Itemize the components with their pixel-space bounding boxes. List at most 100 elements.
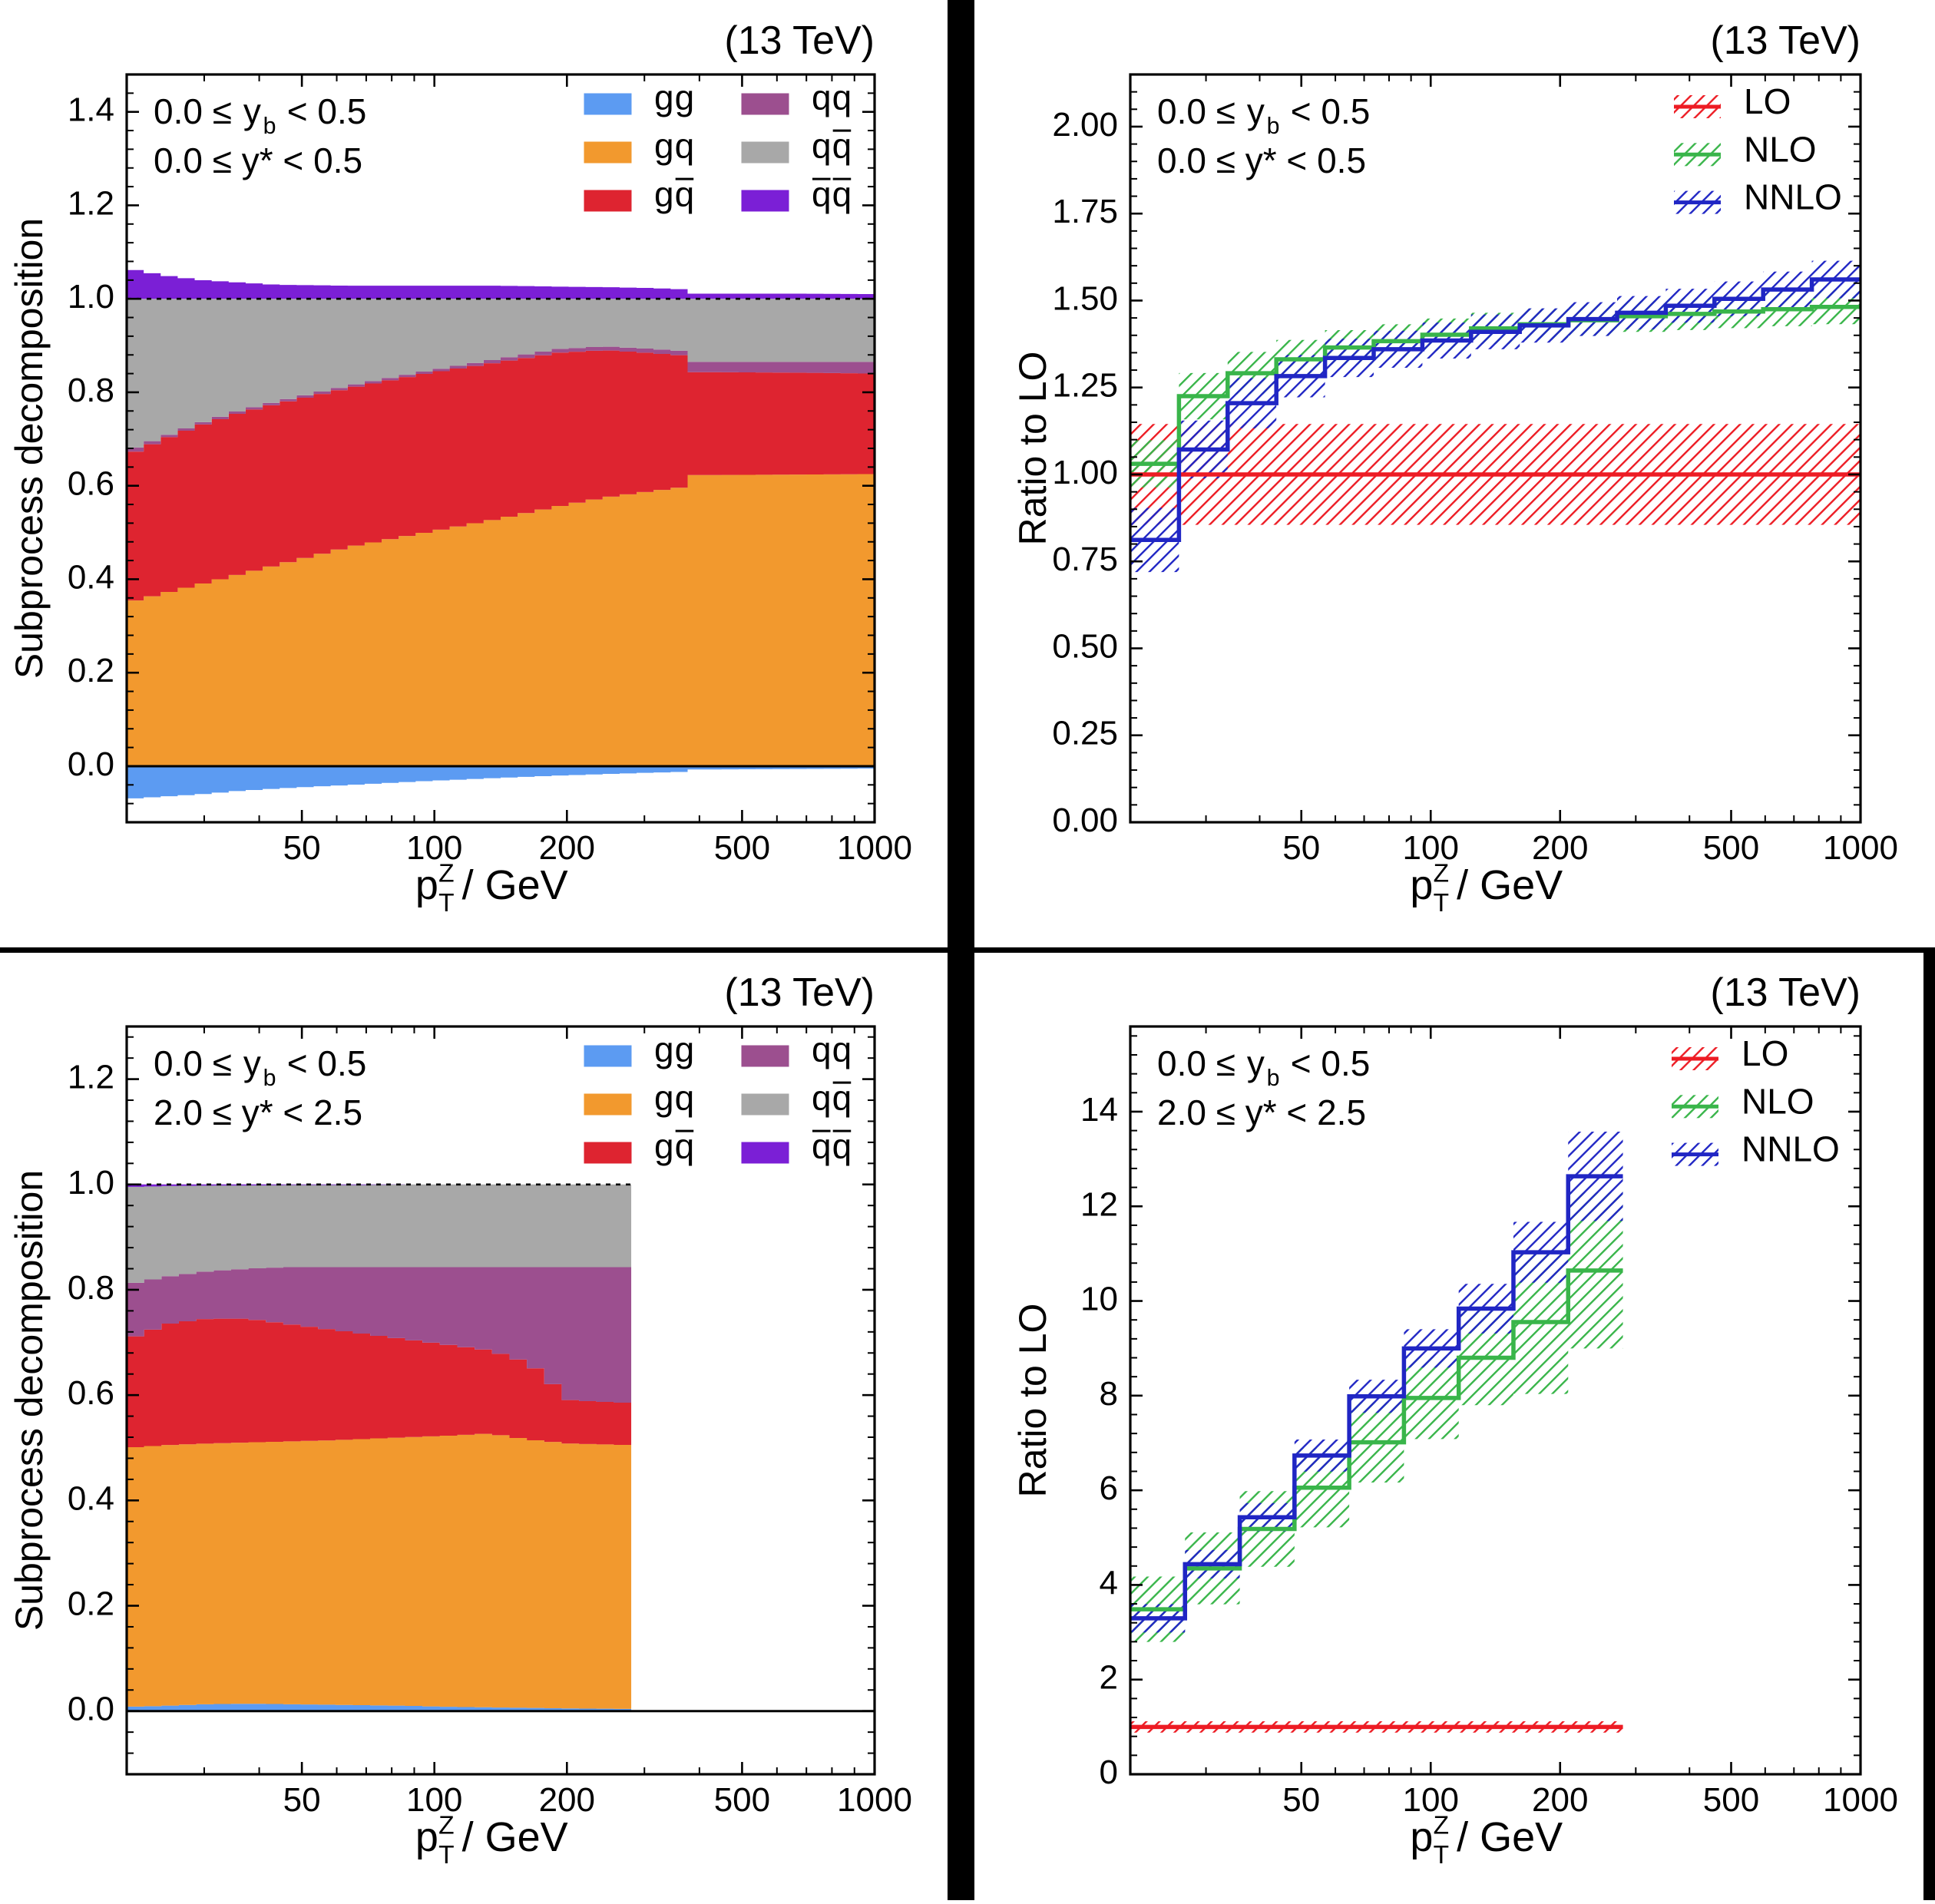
svg-text:y: y xyxy=(1247,1043,1265,1083)
svg-text:b: b xyxy=(263,1066,276,1091)
svg-text:b: b xyxy=(1267,114,1280,139)
svg-text:Z: Z xyxy=(1434,859,1449,888)
svg-text:q: q xyxy=(832,174,852,214)
svg-text:g: g xyxy=(675,78,695,117)
svg-text:0.8: 0.8 xyxy=(68,1269,114,1307)
svg-text:2.0 ≤ y* < 2.5: 2.0 ≤ y* < 2.5 xyxy=(154,1092,362,1132)
svg-text:0.0 ≤: 0.0 ≤ xyxy=(1157,1043,1245,1083)
svg-text:T: T xyxy=(438,889,454,917)
svg-text:g: g xyxy=(654,1126,674,1166)
svg-text:g: g xyxy=(675,1030,695,1069)
svg-text:0.6: 0.6 xyxy=(68,465,114,503)
svg-text:p: p xyxy=(415,1814,438,1860)
svg-text:y: y xyxy=(1247,91,1265,131)
svg-text:500: 500 xyxy=(1703,1781,1759,1819)
svg-text:100: 100 xyxy=(1403,829,1459,867)
svg-text:1.4: 1.4 xyxy=(68,91,114,129)
svg-text:0.0: 0.0 xyxy=(68,745,114,783)
svg-text:q: q xyxy=(812,1078,832,1118)
svg-text:< 0.5: < 0.5 xyxy=(1281,1043,1370,1083)
svg-text:/ GeV: / GeV xyxy=(1457,862,1563,908)
svg-text:10: 10 xyxy=(1080,1281,1118,1318)
svg-text:NLO: NLO xyxy=(1742,1081,1814,1121)
svg-text:1000: 1000 xyxy=(1823,829,1898,867)
svg-text:q: q xyxy=(832,78,852,117)
svg-text:1.0: 1.0 xyxy=(68,278,114,316)
svg-text:100: 100 xyxy=(1403,1781,1459,1819)
svg-text:0.2: 0.2 xyxy=(68,652,114,689)
svg-text:1.2: 1.2 xyxy=(68,184,114,222)
svg-text:T: T xyxy=(438,1841,454,1869)
svg-text:q: q xyxy=(812,1126,832,1166)
svg-text:0.8: 0.8 xyxy=(68,372,114,409)
svg-text:< 0.5: < 0.5 xyxy=(277,91,366,131)
svg-text:50: 50 xyxy=(283,1781,321,1819)
svg-text:1.00: 1.00 xyxy=(1052,454,1118,491)
svg-text:q: q xyxy=(812,174,832,214)
svg-text:500: 500 xyxy=(714,829,770,867)
svg-text:q: q xyxy=(675,126,695,166)
svg-text:200: 200 xyxy=(1532,1781,1588,1819)
svg-text:0.25: 0.25 xyxy=(1052,715,1118,752)
svg-text:(13 TeV): (13 TeV) xyxy=(724,970,875,1015)
svg-text:1.2: 1.2 xyxy=(68,1059,114,1096)
svg-text:1.0: 1.0 xyxy=(68,1164,114,1202)
svg-text:12: 12 xyxy=(1080,1185,1118,1223)
svg-text:0.0 ≤: 0.0 ≤ xyxy=(154,91,242,131)
svg-text:500: 500 xyxy=(714,1781,770,1819)
svg-text:Ratio to LO: Ratio to LO xyxy=(1011,352,1054,546)
svg-text:Z: Z xyxy=(1434,1811,1449,1840)
svg-text:6: 6 xyxy=(1100,1469,1118,1507)
svg-text:0.4: 0.4 xyxy=(68,1479,114,1517)
svg-text:50: 50 xyxy=(1282,829,1320,867)
svg-text:NLO: NLO xyxy=(1744,129,1817,169)
svg-text:(13 TeV): (13 TeV) xyxy=(724,18,875,63)
svg-text:/ GeV: / GeV xyxy=(1457,1814,1563,1860)
svg-text:500: 500 xyxy=(1703,829,1759,867)
svg-text:Subprocess decomposition: Subprocess decomposition xyxy=(8,1170,51,1631)
svg-text:50: 50 xyxy=(1282,1781,1320,1819)
svg-text:T: T xyxy=(1434,889,1449,917)
svg-text:q: q xyxy=(812,126,832,166)
svg-text:1.50: 1.50 xyxy=(1052,279,1118,317)
svg-text:g: g xyxy=(654,1030,674,1069)
svg-text:y: y xyxy=(243,1043,261,1083)
svg-text:q: q xyxy=(832,1126,852,1166)
svg-text:0.0: 0.0 xyxy=(68,1691,114,1728)
svg-text:0.2: 0.2 xyxy=(68,1585,114,1623)
svg-text:1000: 1000 xyxy=(837,829,912,867)
svg-text:2.00: 2.00 xyxy=(1052,106,1118,144)
svg-text:0.4: 0.4 xyxy=(68,558,114,596)
svg-text:Z: Z xyxy=(438,1811,454,1840)
svg-text:g: g xyxy=(654,126,674,166)
svg-text:(13 TeV): (13 TeV) xyxy=(1710,970,1861,1015)
svg-text:Ratio to LO: Ratio to LO xyxy=(1011,1304,1054,1498)
svg-text:T: T xyxy=(1434,1841,1449,1869)
svg-text:0.50: 0.50 xyxy=(1052,627,1118,665)
svg-text:1000: 1000 xyxy=(837,1781,912,1819)
svg-text:q: q xyxy=(675,1078,695,1118)
svg-text:0.0 ≤: 0.0 ≤ xyxy=(1157,91,1245,131)
svg-text:q: q xyxy=(832,1078,852,1118)
svg-text:1.25: 1.25 xyxy=(1052,367,1118,405)
svg-text:g: g xyxy=(654,78,674,117)
svg-text:q: q xyxy=(675,1126,695,1166)
svg-text:p: p xyxy=(1410,1814,1433,1860)
svg-text:p: p xyxy=(1410,862,1433,908)
svg-text:200: 200 xyxy=(1532,829,1588,867)
svg-text:0: 0 xyxy=(1100,1754,1118,1791)
svg-text:2: 2 xyxy=(1100,1659,1118,1697)
svg-text:4: 4 xyxy=(1100,1564,1118,1602)
svg-text:2.0 ≤ y* < 2.5: 2.0 ≤ y* < 2.5 xyxy=(1157,1092,1366,1132)
svg-text:0.75: 0.75 xyxy=(1052,540,1118,578)
svg-text:b: b xyxy=(1267,1066,1280,1091)
svg-text:q: q xyxy=(675,174,695,214)
svg-text:/ GeV: / GeV xyxy=(462,862,568,908)
svg-text:q: q xyxy=(832,1030,852,1069)
svg-text:50: 50 xyxy=(283,829,321,867)
svg-text:g: g xyxy=(654,1078,674,1118)
svg-text:< 0.5: < 0.5 xyxy=(1281,91,1370,131)
svg-text:0.00: 0.00 xyxy=(1052,802,1118,839)
svg-text:q: q xyxy=(832,126,852,166)
svg-text:200: 200 xyxy=(539,1781,595,1819)
